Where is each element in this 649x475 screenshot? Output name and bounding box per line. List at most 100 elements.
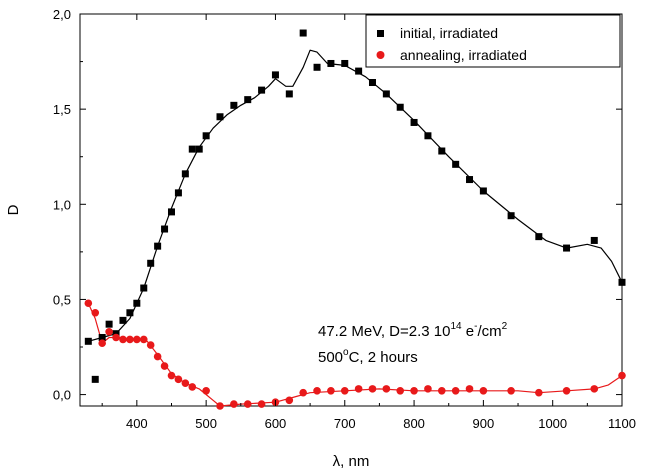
- data-point-initial: [126, 309, 134, 317]
- data-point-initial: [327, 59, 335, 67]
- data-point-annealing: [91, 308, 100, 317]
- data-point-annealing: [181, 379, 190, 387]
- data-point-annealing: [424, 385, 432, 393]
- data-point-initial: [230, 101, 238, 109]
- annot-2-prefix: 500: [318, 349, 343, 366]
- data-point-annealing: [243, 400, 252, 408]
- x-axis-title: λ, nm: [333, 453, 370, 470]
- legend-box: [365, 14, 621, 68]
- legend: initial, irradiated annealing, irradiate…: [365, 14, 621, 68]
- data-point-initial: [355, 67, 363, 75]
- data-point-annealing: [202, 386, 210, 395]
- y-tick-label: 1,0: [53, 197, 71, 212]
- x-tick-label: 600: [265, 416, 287, 431]
- data-point-annealing: [153, 352, 162, 361]
- data-point-annealing: [174, 375, 183, 384]
- x-tick-label: 700: [334, 416, 356, 431]
- data-point-initial: [161, 225, 169, 233]
- y-tick-label: 2,0: [53, 7, 71, 22]
- data-point-initial: [98, 333, 106, 341]
- data-point-initial: [285, 90, 293, 98]
- legend-label-initial: initial, irradiated: [400, 25, 498, 41]
- data-point-initial: [119, 316, 127, 324]
- data-point-initial: [507, 212, 515, 220]
- x-tick-label: 400: [126, 416, 148, 431]
- data-point-annealing: [98, 339, 106, 348]
- data-point-annealing: [216, 402, 224, 410]
- data-point-initial: [195, 145, 203, 153]
- data-point-initial: [188, 145, 196, 153]
- data-point-initial: [84, 337, 92, 345]
- annot-2-sup: o: [343, 347, 349, 358]
- data-point-annealing: [451, 386, 460, 395]
- annot-1-sup1: 14: [450, 321, 462, 332]
- data-point-initial: [452, 160, 460, 168]
- data-point-initial: [590, 236, 598, 244]
- data-point-initial: [396, 103, 404, 111]
- data-point-initial: [244, 96, 252, 104]
- annotation-line-1: 47.2 MeV, D=2.3 1014 e-/cm2: [318, 321, 508, 340]
- data-point-annealing: [230, 400, 238, 408]
- data-point-annealing: [188, 383, 197, 391]
- annot-1-sup3: 2: [502, 321, 508, 332]
- data-point-initial: [140, 284, 148, 292]
- x-tick-label: 900: [473, 416, 495, 431]
- annotation-line-2: 500oC, 2 hours: [318, 347, 418, 366]
- data-point-annealing: [327, 386, 335, 395]
- annot-2-suffix: C, 2 hours: [349, 349, 418, 366]
- x-tick-label: 1100: [608, 416, 636, 431]
- data-point-initial: [174, 189, 182, 197]
- x-axis-ticks: 400 500 600 700 800 900 1000 1100: [101, 14, 636, 431]
- data-point-initial: [535, 233, 543, 241]
- data-point-initial: [341, 59, 349, 67]
- data-point-initial: [618, 278, 626, 286]
- data-point-annealing: [382, 385, 391, 393]
- data-point-annealing: [410, 386, 418, 395]
- data-point-annealing: [340, 386, 349, 395]
- annot-1-suffix: /cm: [477, 323, 501, 340]
- data-point-initial: [368, 79, 376, 87]
- data-point-annealing: [437, 386, 446, 395]
- data-point-annealing: [354, 385, 363, 393]
- data-point-initial: [112, 330, 120, 338]
- data-point-initial: [466, 176, 474, 184]
- data-point-initial: [91, 375, 99, 383]
- annot-1-mid: e: [462, 323, 475, 340]
- data-point-annealing: [465, 385, 474, 393]
- data-points: [84, 29, 626, 410]
- data-point-initial: [424, 132, 432, 140]
- annot-1-sup2: -: [474, 321, 477, 332]
- y-tick-label: 0,5: [53, 292, 71, 307]
- data-point-initial: [271, 71, 279, 79]
- data-point-initial: [438, 147, 446, 155]
- data-point-annealing: [299, 388, 307, 397]
- x-tick-label: 1000: [538, 416, 567, 431]
- data-point-annealing: [133, 335, 141, 344]
- data-point-annealing: [105, 327, 113, 336]
- data-point-annealing: [146, 341, 155, 349]
- data-point-annealing: [562, 386, 571, 395]
- data-point-initial: [181, 170, 189, 178]
- data-point-initial: [563, 244, 571, 252]
- data-point-annealing: [119, 335, 127, 344]
- data-point-initial: [147, 259, 155, 267]
- legend-label-annealing: annealing, irradiated: [400, 47, 527, 63]
- y-axis-title: D: [5, 204, 22, 215]
- data-point-initial: [313, 63, 321, 71]
- data-point-annealing: [535, 388, 543, 397]
- data-point-initial: [216, 113, 224, 121]
- legend-marker-initial: [377, 30, 384, 37]
- data-point-annealing: [84, 299, 93, 308]
- x-tick-label: 500: [195, 416, 217, 431]
- data-point-initial: [299, 29, 307, 37]
- data-point-initial: [382, 90, 390, 98]
- data-point-initial: [479, 187, 487, 195]
- data-point-initial: [202, 132, 210, 140]
- data-point-initial: [154, 242, 162, 250]
- data-point-initial: [258, 86, 266, 94]
- data-point-annealing: [112, 333, 120, 342]
- data-point-initial: [105, 320, 113, 328]
- y-axis-ticks: 0,0 0,5 1,0 1,5 2,0: [53, 7, 622, 403]
- legend-marker-annealing: [376, 51, 385, 59]
